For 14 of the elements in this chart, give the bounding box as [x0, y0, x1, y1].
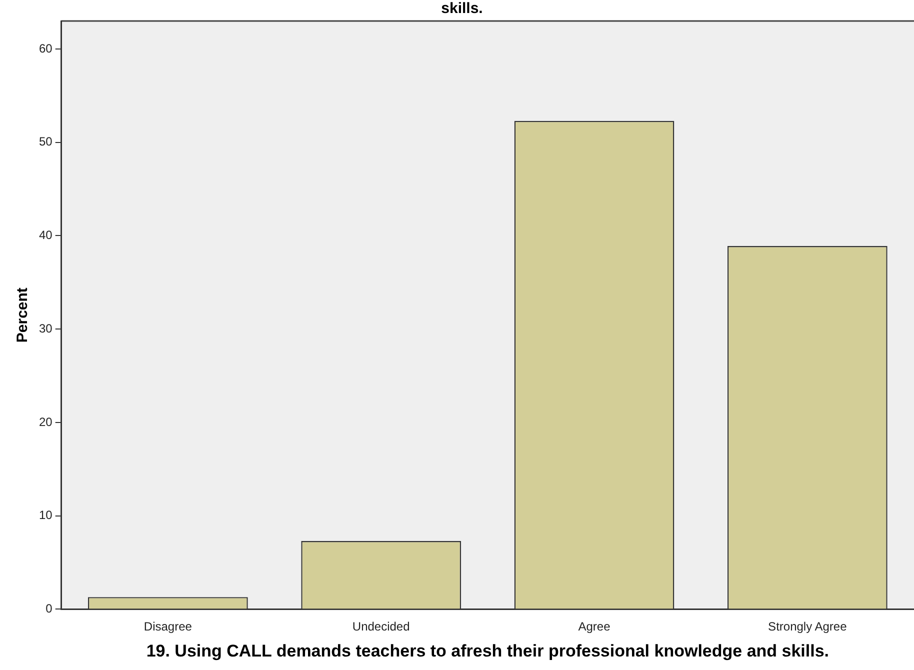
y-tick-label: 10 [38, 508, 53, 522]
x-tick-label: Disagree [144, 620, 192, 634]
y-tick-label: 60 [38, 41, 53, 56]
y-axis-title: Percent [14, 288, 32, 343]
x-axis-title: 19. Using CALL demands teachers to afresh their professional knowledge and skills. [146, 641, 830, 660]
y-tick-label: 30 [38, 321, 53, 336]
x-tick-label: Undecided [352, 620, 410, 634]
y-tick-label: 40 [38, 228, 53, 242]
y-tick-label: 20 [38, 414, 53, 429]
y-tick-label: 50 [38, 134, 53, 149]
x-tick-label: Agree [578, 620, 611, 634]
y-tick-label: 0 [46, 602, 53, 616]
x-tick-label: Strongly Agree [768, 620, 848, 634]
chart-title: skills. [441, 0, 483, 18]
